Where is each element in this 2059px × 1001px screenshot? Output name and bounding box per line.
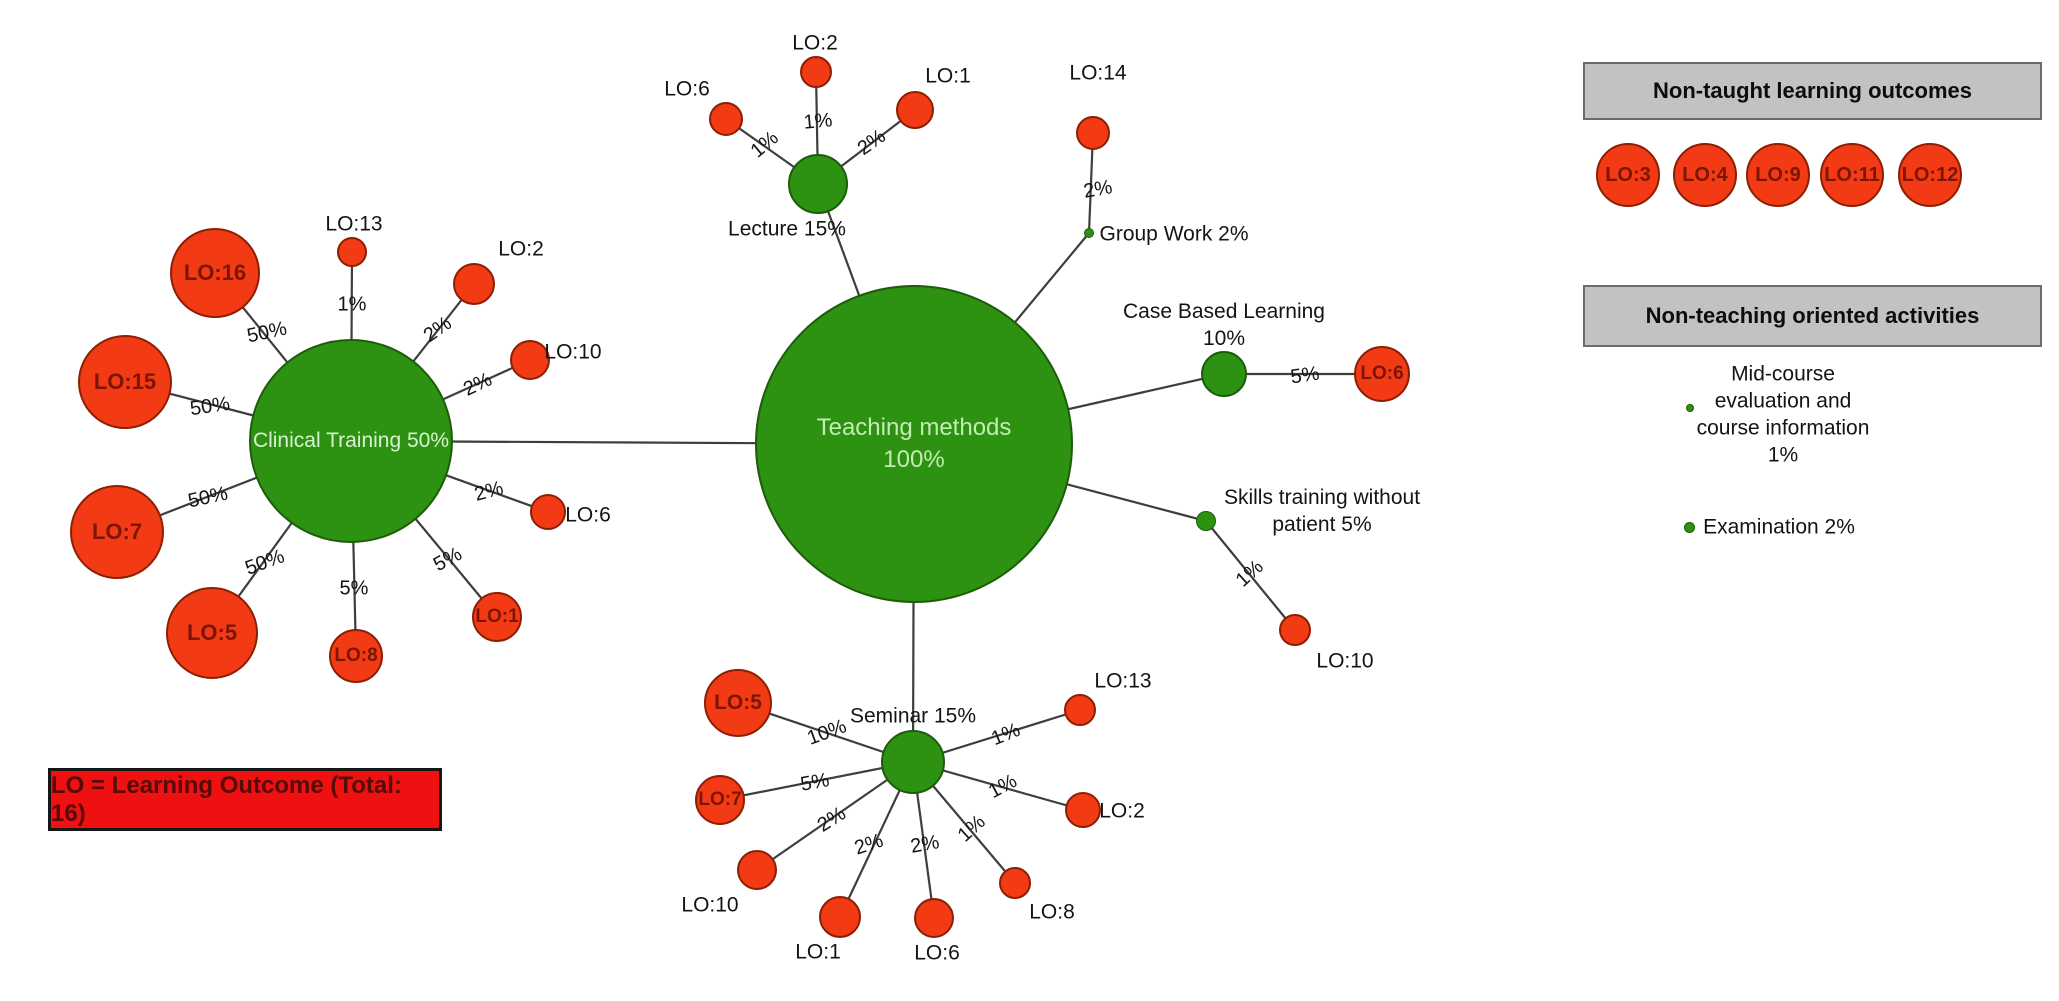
skills-lo10-label: LO:10 xyxy=(1316,649,1374,673)
node-lecture-lo1 xyxy=(896,91,934,129)
seminar-label: Seminar 15% xyxy=(849,704,977,728)
non-taught-lo11-label: LO:11 xyxy=(1824,163,1880,186)
clinical-lo8-label: LO:8 xyxy=(334,645,378,666)
mid-course-label: Mid-course evaluation and course informa… xyxy=(1696,362,1870,466)
node-clinical-training: Clinical Training 50% xyxy=(249,339,453,543)
legend-text: LO = Learning Outcome (Total: 16) xyxy=(51,771,402,827)
clinical-lo2-label: LO:2 xyxy=(498,237,544,261)
skills-training-label: Skills training without patient 5% xyxy=(1223,486,1421,536)
non-taught-lo4-label: LO:4 xyxy=(1682,163,1728,186)
clinical-lo5-label: LO:5 xyxy=(186,620,238,645)
clinical-lo7-label: LO:7 xyxy=(91,519,143,544)
case-based-lo6-pct: 5% xyxy=(1289,362,1321,389)
node-seminar-lo8 xyxy=(999,867,1031,899)
seminar-lo10-label: LO:10 xyxy=(681,893,739,917)
examination-label: Examination 2% xyxy=(1703,515,1855,539)
node-clinical-lo6 xyxy=(530,494,566,530)
node-skills-training xyxy=(1196,511,1216,531)
node-seminar-lo6 xyxy=(914,898,954,938)
clinical-lo13-label: LO:13 xyxy=(325,212,383,236)
clinical-lo16-label: LO:16 xyxy=(183,260,247,285)
node-non-taught-lo9: LO:9 xyxy=(1746,143,1810,207)
node-case-based-learning xyxy=(1201,351,1247,397)
node-non-taught-lo3: LO:3 xyxy=(1596,143,1660,207)
node-clinical-lo8: LO:8 xyxy=(329,629,383,683)
node-skills-lo10 xyxy=(1279,614,1311,646)
seminar-lo5-label: LO:5 xyxy=(714,691,762,714)
lecture-lo6-label: LO:6 xyxy=(664,77,710,101)
clinical-lo10-label: LO:10 xyxy=(544,340,602,364)
node-seminar-lo2 xyxy=(1065,792,1101,828)
seminar-lo7-label: LO:7 xyxy=(698,789,742,810)
node-seminar-lo5: LO:5 xyxy=(704,669,772,737)
node-clinical-lo5: LO:5 xyxy=(166,587,258,679)
clinical-lo6-label: LO:6 xyxy=(565,503,611,527)
node-clinical-lo7: LO:7 xyxy=(70,485,164,579)
node-clinical-lo10 xyxy=(510,340,550,380)
case-based-learning-label: Case Based Learning 10% xyxy=(1123,300,1325,350)
lecture-label: Lecture 15% xyxy=(728,217,846,241)
clinical-lo1-label: LO:1 xyxy=(475,606,519,627)
seminar-lo7-pct: 5% xyxy=(798,769,832,796)
seminar-lo2-label: LO:2 xyxy=(1099,799,1145,823)
node-seminar-lo10 xyxy=(737,850,777,890)
lecture-lo1-label: LO:1 xyxy=(925,64,971,88)
node-seminar-lo1 xyxy=(819,896,861,938)
seminar-lo6-label: LO:6 xyxy=(914,941,960,965)
node-non-taught-lo12: LO:12 xyxy=(1898,143,1962,207)
node-seminar xyxy=(881,730,945,794)
clinical-lo15-label: LO:15 xyxy=(93,369,157,394)
non-taught-lo12-label: LO:12 xyxy=(1901,163,1959,186)
group-work-lo14-pct: 2% xyxy=(1081,176,1115,203)
lecture-lo2-label: LO:2 xyxy=(792,31,838,55)
non-taught-outcomes-title: Non-taught learning outcomes xyxy=(1653,78,1972,103)
clinical-training-label: Clinical Training 50% xyxy=(252,429,450,452)
node-non-taught-lo4: LO:4 xyxy=(1673,143,1737,207)
legend-box: LO = Learning Outcome (Total: 16) xyxy=(48,768,442,831)
non-taught-lo3-label: LO:3 xyxy=(1605,163,1651,186)
clinical-lo8-pct: 5% xyxy=(339,577,369,600)
node-lecture xyxy=(788,154,848,214)
seminar-lo13-label: LO:13 xyxy=(1094,669,1152,693)
clinical-lo13-pct: 1% xyxy=(337,293,367,316)
node-seminar-lo13 xyxy=(1064,694,1096,726)
node-teaching-methods: Teaching methods 100% xyxy=(755,285,1073,603)
teaching-methods-label: Teaching methods 100% xyxy=(816,413,1012,473)
non-taught-outcomes-header: Non-taught learning outcomes xyxy=(1583,62,2042,120)
node-clinical-lo15: LO:15 xyxy=(78,335,172,429)
seminar-lo1-label: LO:1 xyxy=(795,940,841,964)
mid-course-dot xyxy=(1686,404,1694,412)
node-lecture-lo2 xyxy=(800,56,832,88)
non-teaching-activities-title: Non-teaching oriented activities xyxy=(1645,303,1980,328)
non-teaching-activities-header: Non-teaching oriented activities xyxy=(1583,285,2042,347)
group-work-label: Group Work 2% xyxy=(1099,222,1249,246)
node-clinical-lo13 xyxy=(337,237,367,267)
case-based-lo6-label: LO:6 xyxy=(1360,363,1404,384)
examination-dot xyxy=(1684,522,1695,533)
seminar-lo8-label: LO:8 xyxy=(1029,900,1075,924)
node-group-work xyxy=(1084,228,1094,238)
non-taught-lo9-label: LO:9 xyxy=(1755,163,1801,186)
seminar-lo6-pct: 2% xyxy=(908,831,942,858)
node-clinical-lo2 xyxy=(453,263,495,305)
lecture-lo2-pct: 1% xyxy=(802,109,834,134)
node-clinical-lo1: LO:1 xyxy=(472,592,522,642)
node-seminar-lo7: LO:7 xyxy=(695,775,745,825)
node-case-based-lo6: LO:6 xyxy=(1354,346,1410,402)
node-lecture-lo6 xyxy=(709,102,743,136)
node-clinical-lo16: LO:16 xyxy=(170,228,260,318)
group-work-lo14-label: LO:14 xyxy=(1069,61,1127,85)
node-non-taught-lo11: LO:11 xyxy=(1820,143,1884,207)
node-group-work-lo14 xyxy=(1076,116,1110,150)
